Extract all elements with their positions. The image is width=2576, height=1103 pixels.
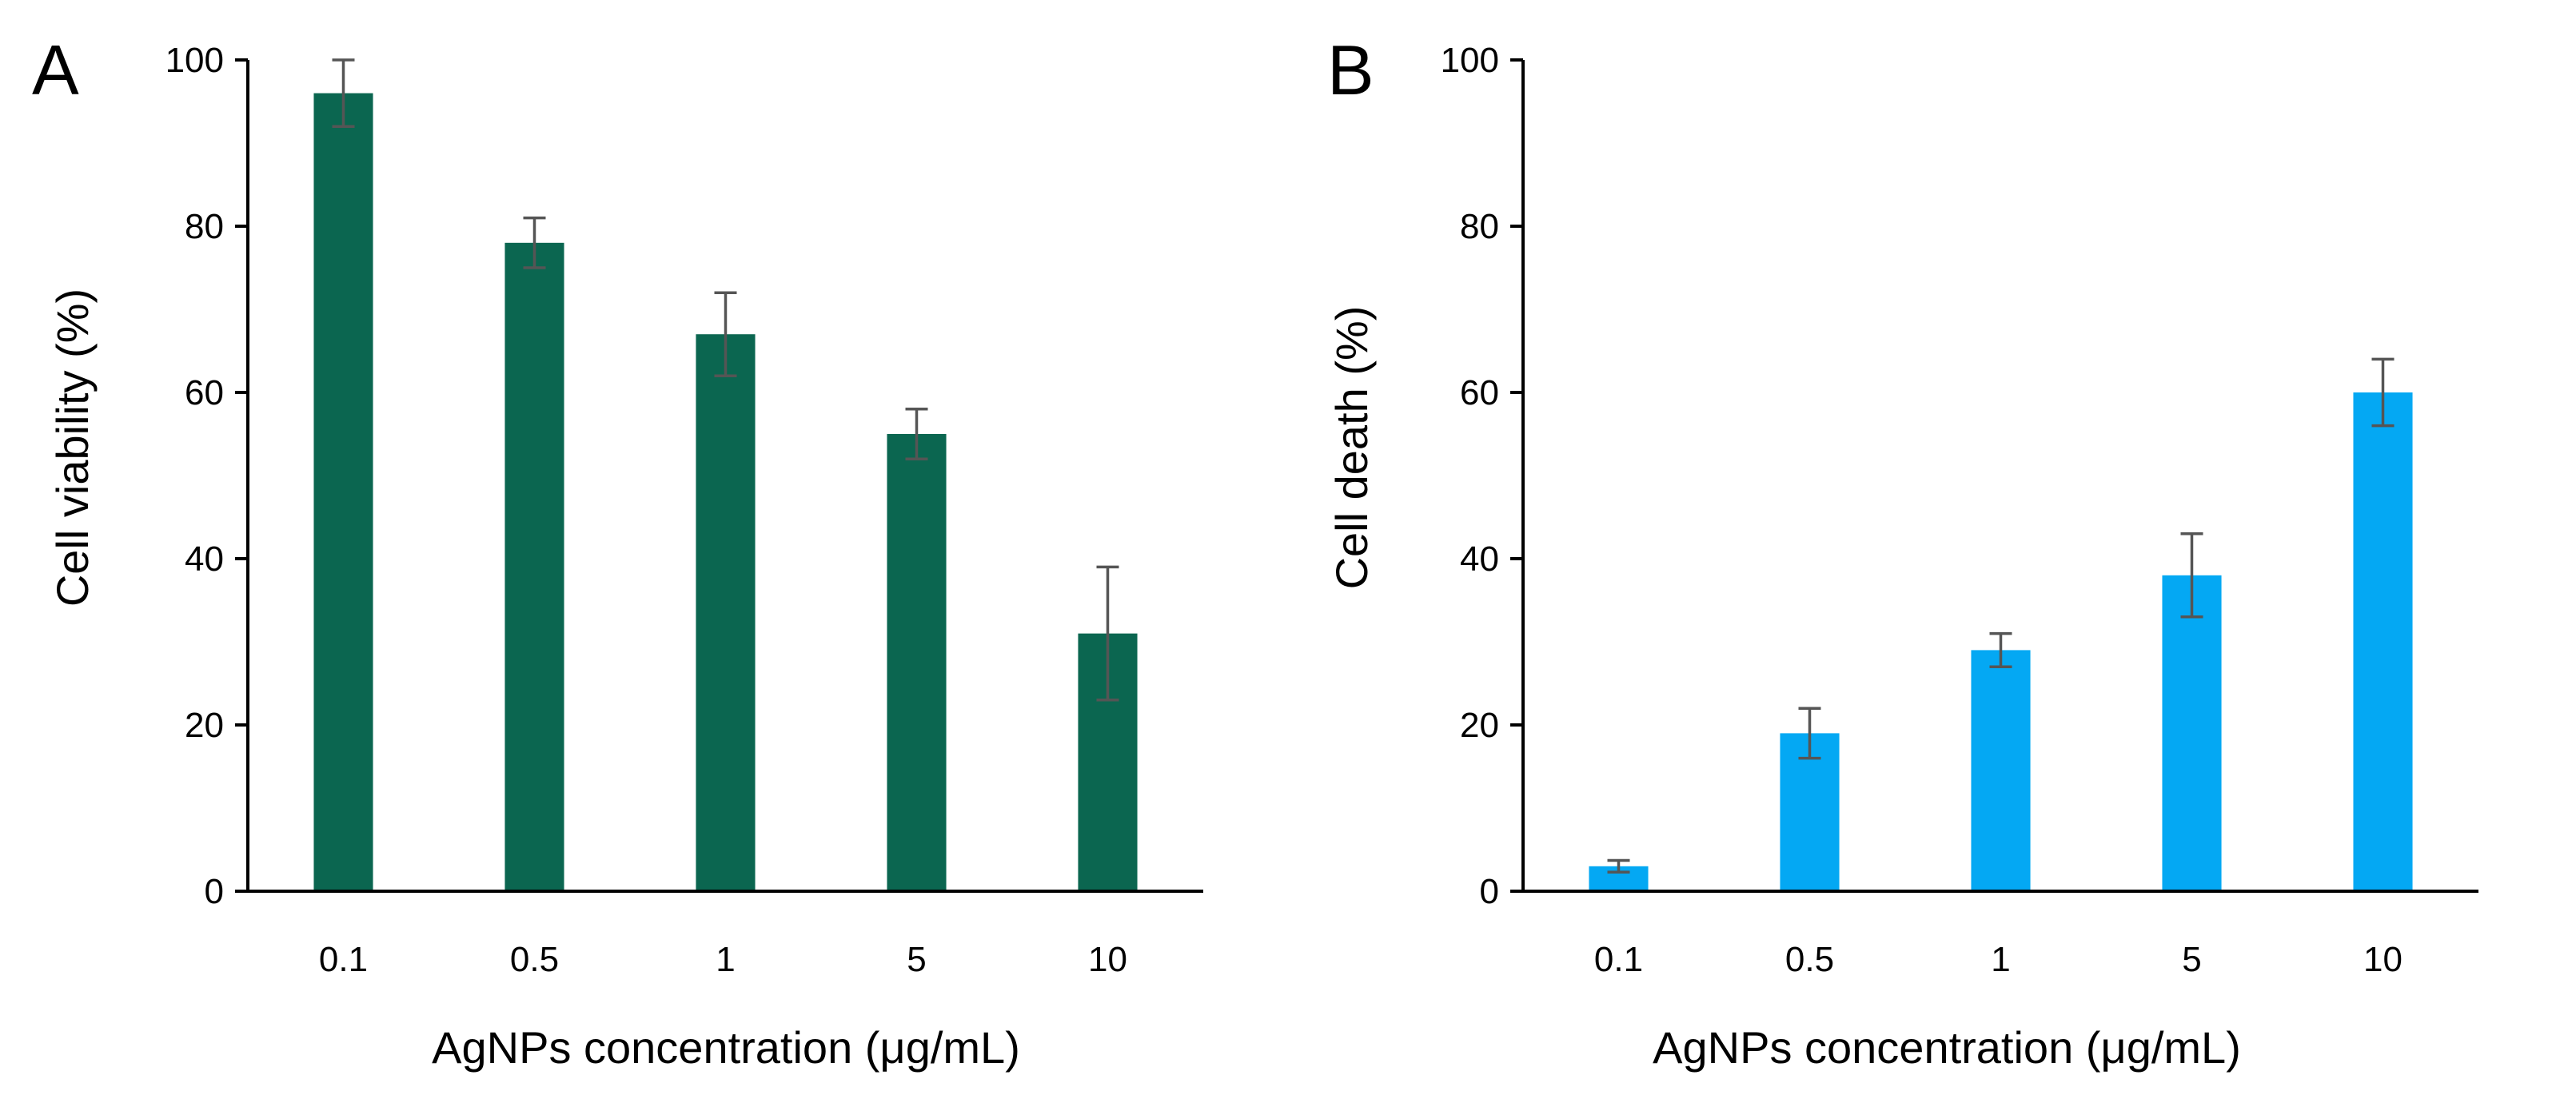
bar-b-2 [1971,650,2031,891]
y-tick-label-a-1: 20 [185,706,224,745]
y-tick-label-a-4: 80 [185,207,224,246]
chart-panel-b: B Cell death (%) AgNPs concentration (μg… [1326,30,2478,1073]
x-axis-title-a: AgNPs concentration (μg/mL) [432,1022,1020,1073]
x-tick-label-b-0: 0.1 [1594,940,1643,979]
error-bar-b-4 [2371,357,2395,428]
x-tick-label-b-4: 10 [2363,940,2403,979]
error-bar-b-2 [1989,631,2012,668]
x-axis-title-b: AgNPs concentration (μg/mL) [1653,1022,2241,1073]
error-bar-a-3 [905,408,928,460]
x-tick-label-a-0: 0.1 [319,940,368,979]
x-tick-label-b-1: 0.5 [1785,940,1834,979]
bar-b-4 [2353,392,2413,891]
error-bar-a-1 [523,216,546,269]
y-tick-label-a-2: 40 [185,540,224,579]
y-tick-label-b-2: 40 [1460,540,1499,579]
y-tick-label-b-5: 100 [1441,41,1499,80]
panel-letter-b: B [1327,30,1374,110]
x-tick-label-a-3: 5 [907,940,926,979]
y-tick-label-a-5: 100 [165,41,224,80]
x-tick-label-a-2: 1 [716,940,735,979]
y-tick-label-a-3: 60 [185,373,224,412]
y-tick-label-b-4: 80 [1460,207,1499,246]
panel-letter-a: A [32,30,79,110]
x-tick-label-a-1: 0.5 [510,940,559,979]
y-tick-label-b-3: 60 [1460,373,1499,412]
error-bar-a-2 [714,291,737,377]
error-bar-b-1 [1798,707,1821,760]
x-tick-label-b-2: 1 [1991,940,2010,979]
bar-a-0 [313,93,373,892]
bar-a-1 [504,242,564,891]
bar-a-3 [887,434,947,891]
y-tick-label-b-0: 0 [1480,872,1499,911]
x-tick-label-b-3: 5 [2182,940,2201,979]
error-bar-a-0 [332,58,355,128]
error-bar-b-3 [2180,532,2203,619]
y-tick-label-a-0: 0 [205,872,224,911]
x-tick-label-a-4: 10 [1088,940,1127,979]
chart-panel-a: A Cell viability (%) AgNPs concentration… [32,30,1203,1073]
error-bar-b-0 [1607,858,1630,874]
bar-a-2 [696,334,756,891]
y-tick-label-b-1: 20 [1460,706,1499,745]
bar-b-3 [2162,575,2222,891]
y-axis-title-b: Cell death (%) [1326,306,1377,590]
y-axis-title-a: Cell viability (%) [47,289,98,607]
error-bar-a-4 [1096,565,1119,702]
